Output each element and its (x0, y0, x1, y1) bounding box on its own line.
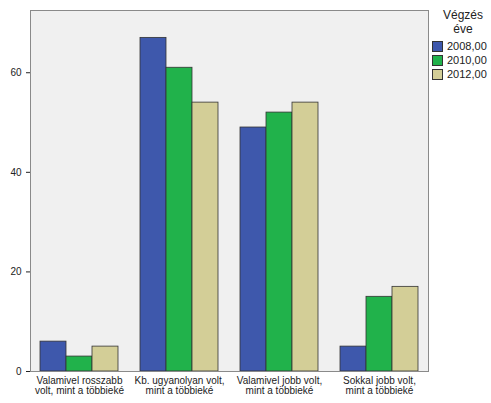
html-text:2008,00: 2008,00 (447, 40, 487, 52)
svg-text:40: 40 (10, 167, 22, 178)
svg-text:60: 60 (10, 67, 22, 78)
html-text:2012,00: 2012,00 (447, 68, 487, 80)
html-text:Végzés éve: Végzés éve (443, 8, 483, 36)
svg-text:Valamivel rosszabbvolt, mint a: Valamivel rosszabbvolt, mint a többieké (35, 375, 124, 396)
svg-text:0: 0 (16, 366, 22, 377)
svg-text:Kb. ugyanolyan volt,mint a töb: Kb. ugyanolyan volt,mint a többieké (134, 375, 224, 396)
svg-text:Sokkal jobb volt,mint a többie: Sokkal jobb volt,mint a többieké (343, 375, 416, 396)
svg-text:20: 20 (10, 266, 22, 277)
html-text:2010,00: 2010,00 (447, 54, 487, 66)
svg-text:Valamivel jobb volt,mint a töb: Valamivel jobb volt,mint a többieké (237, 375, 322, 396)
